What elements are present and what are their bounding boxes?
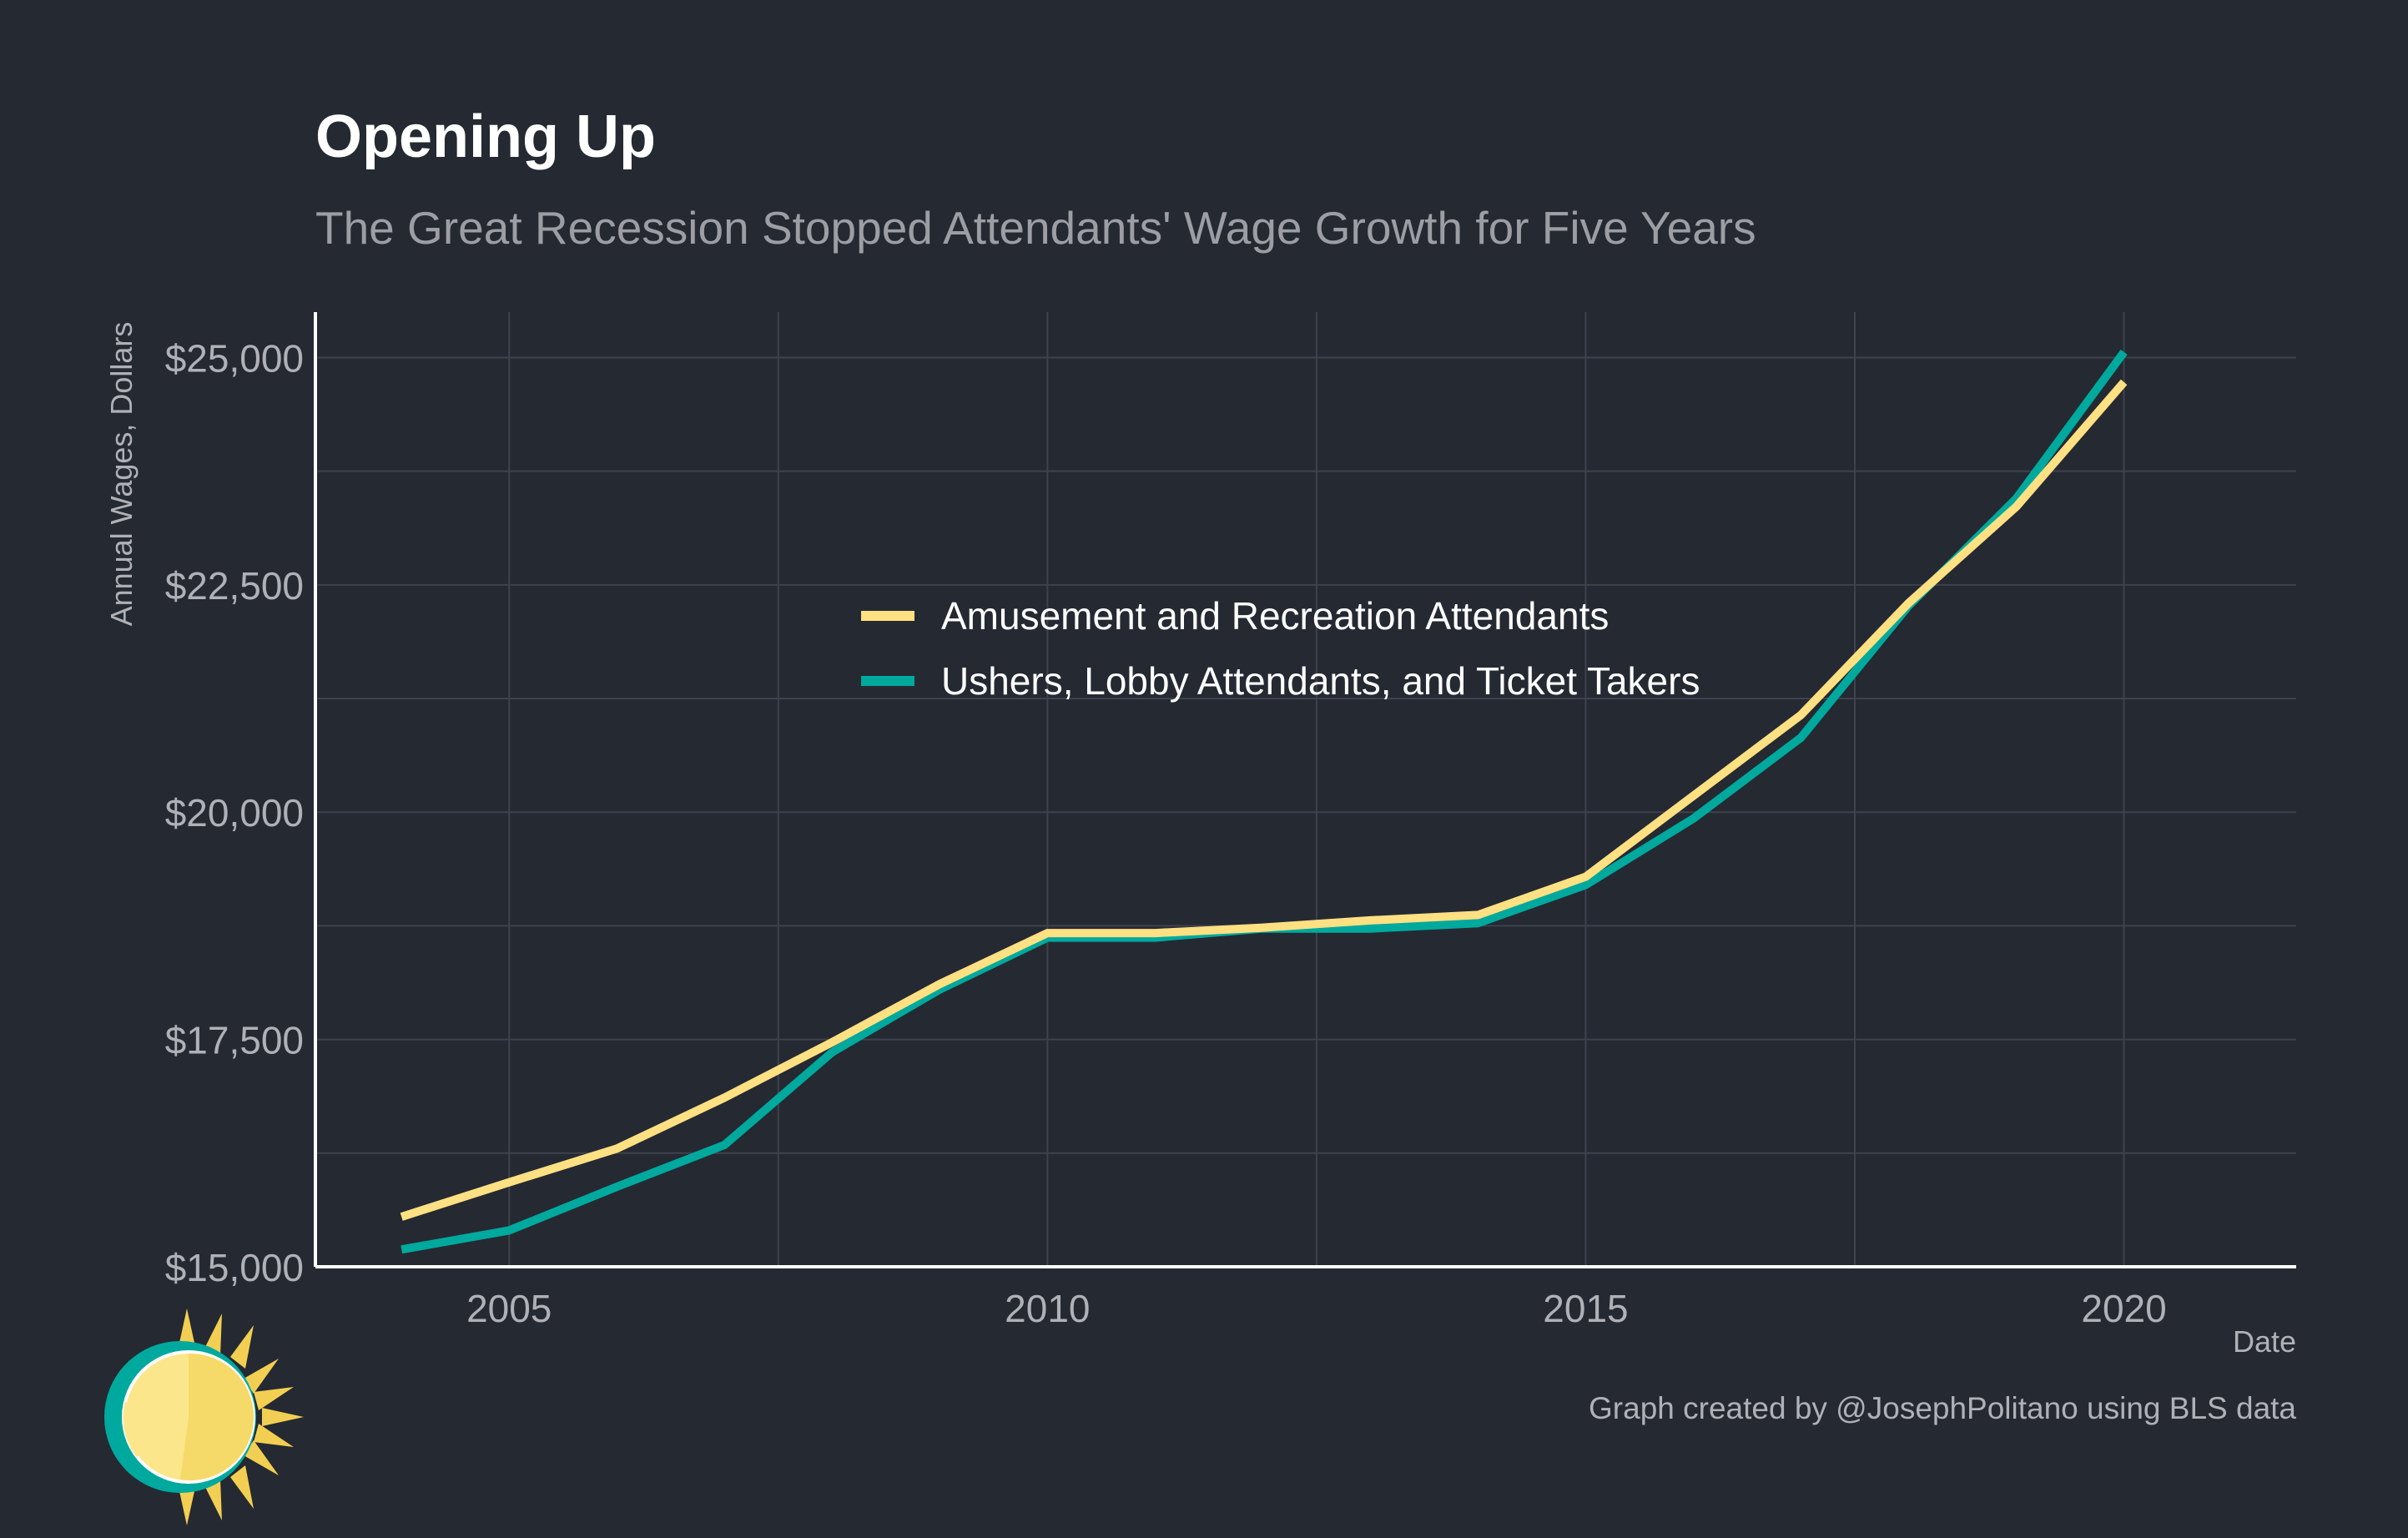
legend: Amusement and Recreation Attendants Usher… — [861, 594, 1700, 703]
y-tick-label: $25,000 — [165, 336, 304, 380]
x-tick-labels: 2005 2010 2015 2020 — [466, 1287, 2167, 1330]
series-line — [400, 379, 2128, 1221]
chart-caption: Graph created by @JosephPolitano using B… — [1589, 1391, 2296, 1425]
series-line — [400, 349, 2128, 1254]
chart-title: Opening Up — [315, 103, 656, 170]
y-tick-label: $22,500 — [165, 564, 304, 608]
x-axis-label: Date — [2233, 1324, 2296, 1359]
legend-label: Amusement and Recreation Attendants — [941, 594, 1609, 638]
x-tick-label: 2015 — [1543, 1287, 1628, 1330]
axes — [314, 312, 2296, 1268]
series-lines — [400, 349, 2128, 1254]
y-axis-label: Annual Wages, Dollars — [104, 322, 139, 627]
y-tick-label: $20,000 — [165, 791, 304, 835]
chart-subtitle: The Great Recession Stopped Attendants' … — [315, 202, 1756, 254]
x-tick-label: 2005 — [466, 1287, 552, 1330]
sun-logo-icon — [104, 1309, 304, 1525]
legend-label: Ushers, Lobby Attendants, and Ticket Tak… — [941, 659, 1700, 703]
y-tick-label: $15,000 — [165, 1246, 304, 1289]
grid-lines — [315, 312, 2296, 1268]
x-tick-label: 2020 — [2081, 1287, 2166, 1330]
y-tick-labels: $15,000 $17,500 $20,000 $22,500 $25,000 — [165, 336, 304, 1289]
x-tick-label: 2010 — [1005, 1287, 1090, 1330]
y-tick-label: $17,500 — [165, 1019, 304, 1062]
